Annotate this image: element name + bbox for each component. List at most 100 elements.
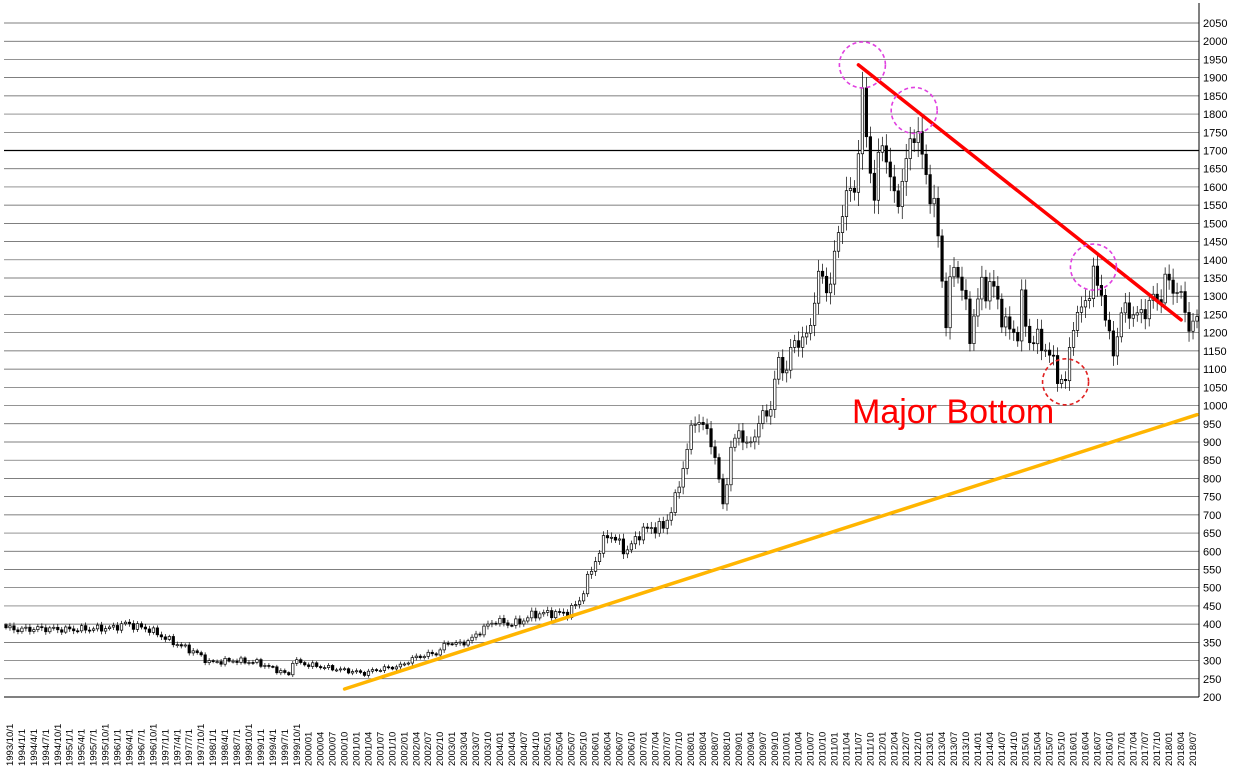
- x-tick-label: 2003/10: [483, 732, 494, 766]
- candle-body: [398, 663, 402, 668]
- candle-body: [48, 627, 52, 633]
- candle-body: [466, 640, 470, 646]
- candle-body: [1187, 312, 1191, 332]
- candle-body: [498, 618, 502, 625]
- x-tick-label: 1994/7/1: [41, 729, 52, 766]
- candle-body: [1036, 328, 1040, 345]
- candle-body: [56, 626, 60, 631]
- candle-body: [593, 561, 598, 572]
- candle-body: [661, 521, 665, 529]
- candle-body: [139, 623, 144, 628]
- candle-body: [335, 669, 339, 672]
- candle-body: [725, 484, 729, 505]
- x-tick-label: 2013/07: [949, 732, 960, 766]
- candle-body: [1135, 312, 1139, 316]
- x-tick-label: 2006/01: [591, 732, 602, 766]
- candle-body: [1063, 379, 1068, 382]
- candle-body: [40, 626, 44, 629]
- candle-body: [932, 197, 936, 205]
- candle-body: [1127, 302, 1131, 319]
- candle-body: [438, 649, 442, 656]
- x-tick-label: 2014/01: [973, 732, 984, 766]
- candle-body: [753, 436, 757, 443]
- candle-body: [183, 644, 187, 647]
- candle-body: [693, 423, 697, 426]
- candle-body: [617, 538, 622, 541]
- candle-body: [916, 131, 920, 143]
- candle-body: [1067, 347, 1072, 382]
- candle-body: [462, 641, 466, 646]
- candle-body: [713, 446, 717, 458]
- candle-body: [637, 536, 641, 541]
- candle-body: [80, 625, 84, 632]
- candle-body: [558, 611, 562, 613]
- major-bottom-label: Major Bottom: [852, 393, 1054, 431]
- candle-body: [562, 611, 566, 614]
- x-tick-label: 1995/4/1: [77, 729, 88, 766]
- candle-body: [1008, 316, 1012, 330]
- x-tick-label: 2012/07: [901, 732, 912, 766]
- x-tick-label: 1994/1/1: [17, 729, 28, 766]
- highlight-circle: [1041, 358, 1090, 406]
- x-tick-label: 2015/10: [1057, 732, 1068, 766]
- y-tick-label: 600: [1203, 546, 1221, 558]
- candle-body: [605, 535, 610, 539]
- candle-body: [382, 666, 386, 671]
- candle-body: [263, 665, 267, 667]
- x-tick-label: 2016/04: [1080, 732, 1091, 766]
- support-trendline: [342, 412, 1199, 691]
- candle-body: [119, 623, 124, 631]
- x-tick-label: 1997/7/1: [184, 729, 195, 766]
- candle-body: [888, 161, 892, 178]
- x-tick-label: 1995/7/1: [89, 729, 100, 766]
- candle-body: [96, 624, 100, 630]
- y-tick-label: 200: [1203, 692, 1221, 704]
- candle-body: [892, 176, 896, 192]
- candle-body: [235, 660, 239, 663]
- candle-body: [390, 666, 394, 670]
- candle-body: [641, 526, 645, 541]
- candle-body: [402, 663, 406, 666]
- candle-body: [1016, 331, 1020, 342]
- candle-body: [72, 628, 76, 632]
- candle-body: [44, 627, 48, 633]
- candle-body: [900, 180, 904, 207]
- candle-body: [422, 656, 426, 659]
- candle-body: [876, 151, 880, 201]
- x-tick-label: 2018/07: [1188, 732, 1199, 766]
- candle-body: [323, 667, 327, 669]
- x-tick-label: 2012/10: [913, 732, 924, 766]
- x-tick-label: 2016/07: [1092, 732, 1103, 766]
- x-tick-label: 2015/07: [1045, 732, 1056, 766]
- candle-body: [339, 668, 343, 671]
- candle-body: [159, 634, 163, 638]
- candle-body: [442, 642, 446, 651]
- x-tick-label: 1996/7/1: [136, 729, 147, 766]
- candle-body: [327, 665, 331, 668]
- candle-body: [478, 633, 482, 636]
- candle-body: [785, 369, 789, 374]
- candle-body: [749, 441, 753, 444]
- candle-body: [92, 628, 96, 631]
- candle-body: [414, 655, 418, 658]
- y-tick-label: 300: [1203, 656, 1221, 668]
- x-tick-label: 1999/10/1: [292, 724, 303, 766]
- x-tick-label: 2005/10: [579, 732, 590, 766]
- x-tick-label: 1998/10/1: [244, 724, 255, 766]
- x-tick-label: 2003/07: [471, 732, 482, 766]
- x-tick-label: 2001/10: [387, 732, 398, 766]
- candle-body: [968, 298, 972, 344]
- candle-body: [836, 232, 841, 252]
- candle-body: [880, 145, 884, 153]
- candle-body: [1091, 265, 1096, 300]
- candle-body: [868, 136, 872, 174]
- candle-body: [685, 449, 689, 469]
- x-tick-label: 2005/07: [567, 732, 578, 766]
- candle-body: [757, 423, 761, 438]
- x-tick-label: 2011/01: [830, 732, 841, 766]
- candle-body: [16, 629, 20, 633]
- x-tick-label: 2003/04: [459, 732, 470, 766]
- x-tick-label: 2011/07: [853, 732, 864, 766]
- candle-body: [896, 190, 900, 207]
